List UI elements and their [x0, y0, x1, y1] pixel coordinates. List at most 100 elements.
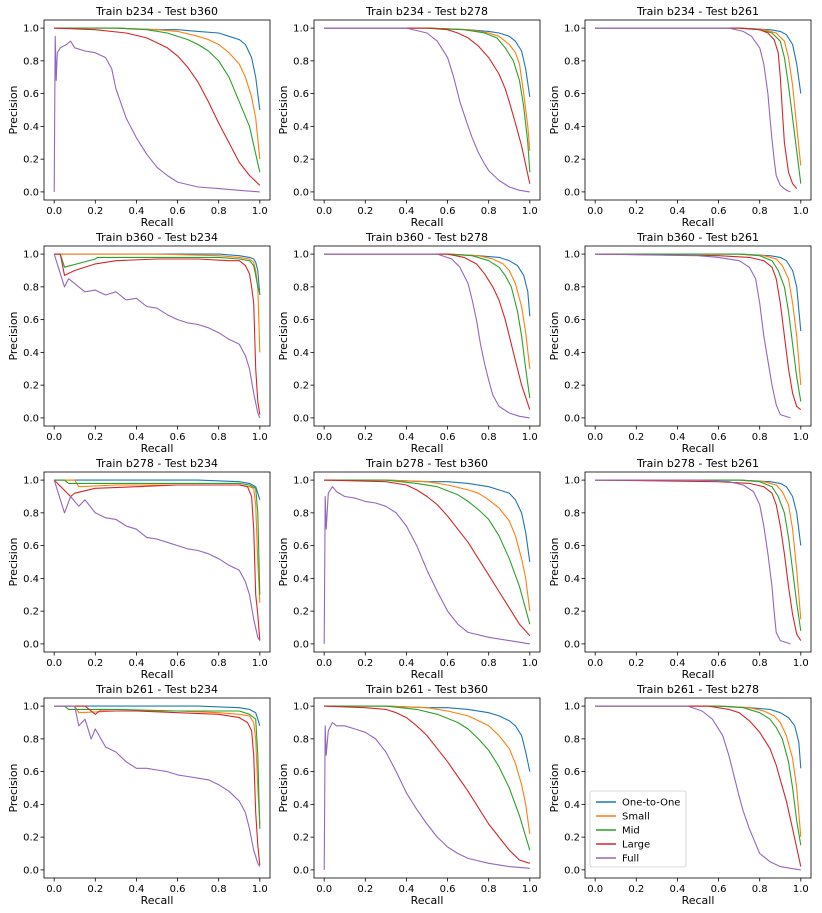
y-tick-label: 0.2 [293, 381, 309, 392]
axes-frame [313, 245, 541, 427]
y-axis-label: Precision [277, 537, 290, 586]
x-tick-label: 0.8 [481, 658, 497, 669]
y-axis-label: Precision [277, 85, 290, 134]
x-tick-label: 0.2 [357, 884, 373, 895]
y-tick-label: 0.8 [564, 282, 580, 293]
y-tick-label: 0.6 [293, 541, 309, 552]
y-tick-label: 0.8 [23, 734, 39, 745]
y-tick-label: 0.2 [564, 381, 580, 392]
x-tick-label: 0.0 [587, 432, 603, 443]
series-line-large [324, 479, 531, 637]
axes-frame [43, 19, 271, 201]
y-tick-label: 0.0 [564, 639, 580, 650]
x-tick-label: 0.4 [398, 884, 414, 895]
y-tick-label: 0.0 [23, 413, 39, 424]
axes-frame [584, 19, 812, 201]
x-axis-label: Recall [141, 894, 174, 907]
axes-frame [313, 19, 541, 201]
x-tick-label: 0.4 [128, 658, 144, 669]
x-tick-label: 1.0 [793, 206, 809, 217]
y-axis-label: Precision [7, 311, 20, 360]
series-line-mid [324, 705, 531, 851]
y-tick-label: 0.2 [293, 833, 309, 844]
x-tick-label: 0.6 [440, 206, 456, 217]
panel-title: Train b360 - Test b261 [636, 231, 759, 244]
y-tick-label: 0.2 [23, 607, 39, 618]
y-tick-label: 0.8 [293, 282, 309, 293]
y-tick-label: 0.0 [564, 865, 580, 876]
series-line-full [324, 27, 530, 193]
x-tick-label: 0.4 [128, 206, 144, 217]
series-line-one-to-one [54, 253, 261, 296]
x-tick-label: 0.8 [211, 658, 227, 669]
x-tick-label: 0.0 [316, 206, 332, 217]
series-line-mid [54, 479, 261, 595]
series-line-large [54, 27, 261, 186]
series-line-full [595, 479, 791, 645]
panel-title: Train b278 - Test b234 [95, 457, 218, 470]
x-tick-label: 0.0 [587, 884, 603, 895]
x-tick-label: 0.0 [316, 658, 332, 669]
axes-frame [313, 697, 541, 879]
y-tick-label: 0.4 [23, 800, 39, 811]
x-tick-label: 0.8 [752, 884, 768, 895]
x-axis-label: Recall [682, 894, 715, 907]
x-tick-label: 1.0 [252, 884, 268, 895]
y-tick-label: 1.0 [293, 24, 309, 35]
y-tick-label: 0.6 [23, 315, 39, 326]
y-tick-label: 1.0 [564, 24, 580, 35]
series-line-large [324, 253, 531, 410]
series-line-large [324, 27, 531, 184]
x-tick-label: 0.0 [46, 206, 62, 217]
x-axis-label: Recall [141, 668, 174, 681]
axes-frame [43, 471, 271, 653]
y-axis-label: Precision [548, 537, 561, 586]
panel-title: Train b234 - Test b278 [365, 5, 488, 18]
y-tick-label: 0.8 [23, 282, 39, 293]
y-tick-label: 0.0 [564, 187, 580, 198]
legend-label: One-to-One [622, 798, 680, 809]
x-tick-label: 0.2 [87, 432, 103, 443]
x-tick-label: 0.0 [587, 658, 603, 669]
y-tick-label: 0.6 [564, 89, 580, 100]
panel-title: Train b278 - Test b261 [636, 457, 759, 470]
x-tick-label: 0.4 [128, 432, 144, 443]
axes-background [44, 472, 270, 652]
y-tick-label: 0.0 [293, 865, 309, 876]
y-tick-label: 0.6 [293, 315, 309, 326]
x-tick-label: 0.4 [669, 884, 685, 895]
series-line-full [595, 253, 791, 419]
x-tick-label: 0.0 [46, 432, 62, 443]
axes-background [585, 472, 811, 652]
x-tick-label: 0.4 [669, 658, 685, 669]
x-tick-label: 0.8 [752, 658, 768, 669]
x-tick-label: 0.6 [711, 884, 727, 895]
y-tick-label: 0.8 [564, 56, 580, 67]
x-tick-label: 0.2 [628, 432, 644, 443]
x-tick-label: 0.6 [440, 884, 456, 895]
x-tick-label: 0.8 [211, 884, 227, 895]
y-tick-label: 0.2 [23, 381, 39, 392]
y-tick-label: 0.0 [23, 639, 39, 650]
x-tick-label: 0.6 [170, 884, 186, 895]
series-line-mid [324, 479, 531, 625]
x-tick-label: 0.4 [398, 432, 414, 443]
axes-frame [584, 245, 812, 427]
axes-background [314, 246, 540, 426]
series-line-mid [324, 253, 531, 399]
x-tick-label: 0.2 [628, 658, 644, 669]
x-tick-label: 0.8 [481, 206, 497, 217]
y-tick-label: 0.2 [293, 155, 309, 166]
y-tick-label: 1.0 [23, 702, 39, 713]
series-line-full [323, 486, 530, 645]
x-tick-label: 1.0 [522, 206, 538, 217]
x-tick-label: 0.4 [669, 432, 685, 443]
y-axis-label: Precision [7, 85, 20, 134]
x-tick-label: 0.6 [440, 432, 456, 443]
y-tick-label: 0.4 [293, 122, 309, 133]
y-tick-label: 0.2 [23, 833, 39, 844]
series-line-full [53, 35, 260, 193]
series-line-large [53, 479, 261, 641]
y-tick-label: 0.4 [564, 122, 580, 133]
